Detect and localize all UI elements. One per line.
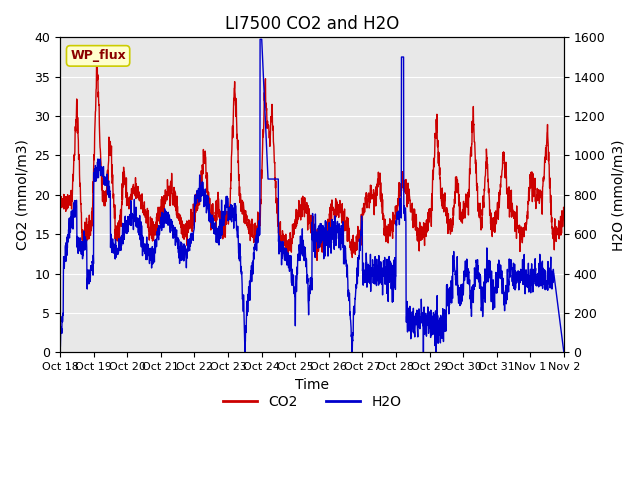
Title: LI7500 CO2 and H2O: LI7500 CO2 and H2O [225, 15, 399, 33]
Y-axis label: H2O (mmol/m3): H2O (mmol/m3) [611, 139, 625, 251]
Legend: CO2, H2O: CO2, H2O [217, 389, 407, 415]
X-axis label: Time: Time [295, 377, 329, 392]
Text: WP_flux: WP_flux [70, 49, 126, 62]
Y-axis label: CO2 (mmol/m3): CO2 (mmol/m3) [15, 139, 29, 250]
